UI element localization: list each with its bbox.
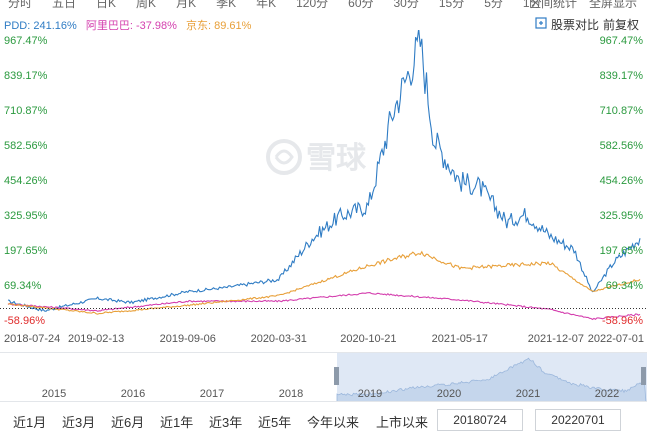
period-tab[interactable]: 120分 bbox=[296, 0, 329, 10]
navigator-year-label: 2020 bbox=[437, 388, 461, 400]
navigator-area bbox=[336, 357, 647, 401]
range-button[interactable]: 今年以来 bbox=[307, 415, 360, 430]
y-tick-label: 967.47% bbox=[600, 35, 644, 47]
y-tick-label: 197.65% bbox=[4, 245, 48, 257]
y-tick-label: 197.65% bbox=[600, 245, 644, 257]
y-tick-label: 582.56% bbox=[4, 140, 48, 152]
x-tick-label: 2020-10-21 bbox=[340, 333, 396, 345]
period-tab[interactable]: 季K bbox=[216, 0, 237, 10]
adjust-mode-button[interactable]: 前复权 bbox=[602, 18, 639, 32]
legend-alibaba[interactable]: 阿里巴巴: -37.98% bbox=[85, 20, 177, 32]
legend: PDD: 241.16% 阿里巴巴: -37.98% 京东: 89.61% bbox=[4, 17, 257, 33]
period-tab[interactable]: 五日 bbox=[52, 0, 77, 10]
compare-icon[interactable] bbox=[535, 17, 547, 32]
range-button[interactable]: 近3月 bbox=[62, 415, 96, 430]
y-tick-label: -58.96% bbox=[4, 315, 45, 327]
watermark: 雪球 bbox=[266, 139, 367, 176]
navigator-year-label: 2017 bbox=[200, 388, 224, 400]
range-button[interactable]: 近1月 bbox=[13, 415, 47, 430]
chart-controls: 股票对比 前复权 bbox=[535, 16, 639, 33]
navigator-year-label: 2022 bbox=[595, 388, 619, 400]
y-tick-label: 325.95% bbox=[600, 210, 644, 222]
navigator-right-handle[interactable] bbox=[641, 367, 646, 385]
navigator-year-label: 2016 bbox=[121, 388, 145, 400]
end-date-input[interactable]: 20220701 bbox=[535, 409, 621, 431]
watermark-text: 雪球 bbox=[306, 141, 367, 176]
period-tab[interactable]: 5分 bbox=[484, 0, 503, 10]
y-tick-label: 710.87% bbox=[4, 105, 48, 117]
y-tick-label: 582.56% bbox=[600, 140, 644, 152]
y-tick-label: 325.95% bbox=[4, 210, 48, 222]
period-tab[interactable]: 年K bbox=[256, 0, 277, 10]
x-tick-label: 2020-03-31 bbox=[251, 333, 307, 345]
period-tab[interactable]: 60分 bbox=[348, 0, 374, 10]
interval-stats-button[interactable]: 区间统计 bbox=[528, 0, 577, 10]
start-date-input[interactable]: 20180724 bbox=[437, 409, 523, 431]
y-tick-label: 454.26% bbox=[4, 175, 48, 187]
period-tab[interactable]: 周K bbox=[136, 0, 157, 10]
navigator-year-label: 2021 bbox=[516, 388, 540, 400]
range-selector: 近1月 近3月 近6月 近1年 近3年 近5年 今年以来 上市以来 20180724 2022… bbox=[0, 406, 647, 436]
legend-pdd[interactable]: PDD: 241.16% bbox=[4, 20, 77, 32]
navigator-year-label: 2019 bbox=[358, 388, 382, 400]
fullscreen-button[interactable]: 全屏显示 bbox=[588, 0, 637, 10]
x-tick-label: 2021-12-07 bbox=[528, 333, 584, 345]
range-button[interactable]: 近3年 bbox=[209, 415, 243, 430]
legend-jd[interactable]: 京东: 89.61% bbox=[185, 20, 252, 32]
period-tab[interactable]: 日K bbox=[96, 0, 117, 10]
y-tick-label: 839.17% bbox=[4, 70, 48, 82]
line-chart[interactable]: 雪球 967.47% 967.47% 839.17% 839.17% 710.87% 71… bbox=[0, 30, 647, 350]
x-tick-label: 2019-09-06 bbox=[160, 333, 216, 345]
y-tick-label: 454.26% bbox=[600, 175, 644, 187]
x-tick-label: 2022-07-01 bbox=[588, 333, 644, 345]
series-line-0 bbox=[7, 30, 641, 312]
y-tick-label: 69.34% bbox=[4, 280, 42, 292]
y-tick-label: 967.47% bbox=[4, 35, 48, 47]
range-button[interactable]: 近6月 bbox=[111, 415, 145, 430]
y-tick-label: -58.96% bbox=[602, 315, 643, 327]
time-navigator[interactable]: 2015 2016 2017 2018 2019 2020 2021 2022 bbox=[0, 352, 647, 402]
y-tick-label: 69.34% bbox=[606, 280, 644, 292]
x-tick-label: 2021-05-17 bbox=[432, 333, 488, 345]
period-tab[interactable]: 月K bbox=[176, 0, 197, 10]
x-tick-label: 2018-07-24 bbox=[4, 333, 60, 345]
range-button[interactable]: 近5年 bbox=[258, 415, 292, 430]
navigator-year-label: 2018 bbox=[279, 388, 303, 400]
compare-stocks-button[interactable]: 股票对比 bbox=[550, 18, 599, 32]
series-line-1 bbox=[7, 292, 641, 321]
range-button[interactable]: 上市以来 bbox=[376, 415, 429, 430]
period-tab[interactable]: 15分 bbox=[438, 0, 465, 10]
period-tab[interactable]: 分时 bbox=[8, 0, 33, 10]
navigator-year-label: 2015 bbox=[42, 388, 66, 400]
y-tick-label: 839.17% bbox=[600, 70, 644, 82]
y-tick-label: 710.87% bbox=[600, 105, 644, 117]
period-tab-bar: 分时 五日 日K 周K 月K 季K 年K 120分 60分 30分 15分 5分 1分 区间统计 全屏显示 bbox=[0, 0, 647, 10]
period-tab[interactable]: 30分 bbox=[393, 0, 419, 10]
range-button[interactable]: 近1年 bbox=[160, 415, 194, 430]
period-tab[interactable]: 1分 bbox=[522, 0, 542, 10]
series-line-2 bbox=[7, 250, 641, 315]
x-tick-label: 2019-02-13 bbox=[68, 333, 124, 345]
navigator-left-handle[interactable] bbox=[334, 367, 339, 385]
